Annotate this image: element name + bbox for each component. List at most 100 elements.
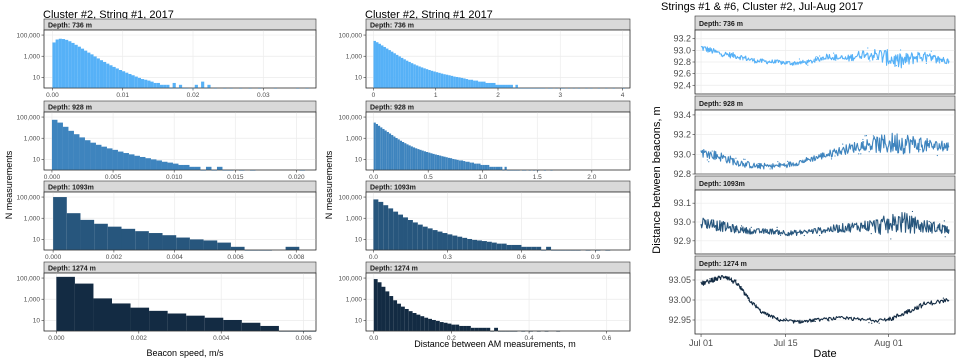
histogram-bar (393, 136, 396, 170)
histogram-bar (58, 38, 62, 88)
histogram-bar (498, 84, 501, 88)
histogram-bar (439, 322, 444, 331)
y-tick-label: 100,000 (17, 114, 41, 121)
x-tick-label: 0.0 (369, 335, 378, 342)
histogram-bar (471, 162, 474, 170)
y-tick-label: 93.05 (668, 275, 691, 285)
histogram-bar (156, 160, 162, 170)
scatter-point (743, 158, 745, 160)
y-tick-label: 10 (33, 237, 41, 244)
histogram-bar (443, 156, 446, 170)
histogram-bar (378, 125, 381, 170)
panel-border (694, 269, 956, 335)
histogram-bar (483, 81, 486, 88)
scatter-point (822, 59, 824, 61)
histogram-bar (460, 77, 464, 88)
scatter-point (709, 278, 711, 280)
histogram-bar (442, 233, 448, 250)
histogram-bar (147, 80, 151, 88)
histogram-bar (437, 231, 443, 250)
histogram-bar (176, 237, 190, 250)
scatter-point (813, 58, 815, 60)
histogram-bar (536, 246, 542, 250)
histogram-bar (515, 84, 518, 88)
histogram-bar (517, 170, 520, 171)
histogram-bar (575, 250, 581, 251)
scatter-point (819, 55, 821, 57)
histogram-bar (400, 57, 404, 88)
histogram-bar (239, 88, 243, 89)
histogram-bar (428, 70, 431, 88)
histogram-bar (185, 88, 189, 89)
histogram-bar (547, 88, 551, 89)
histogram-bar (203, 240, 218, 250)
histogram-bar (467, 238, 473, 250)
histogram-bar (485, 82, 489, 88)
histogram-bar (194, 166, 201, 170)
histogram-bar (80, 219, 95, 250)
histogram-bar (398, 56, 401, 88)
histogram-bar (428, 318, 432, 331)
histogram-bar (112, 66, 116, 88)
scatter-point (830, 158, 833, 160)
histogram-bar (443, 74, 446, 88)
histogram-bar (96, 58, 100, 88)
histogram-bar (474, 327, 479, 331)
scatter-point (944, 236, 946, 238)
histogram-bar (477, 240, 482, 250)
histogram-bar (478, 327, 483, 331)
panel-border (43, 29, 317, 89)
histogram-bar (65, 39, 69, 88)
scatter-point (834, 155, 836, 157)
histogram-bar (432, 230, 438, 250)
histogram-bar (150, 81, 154, 88)
scatter-point (770, 164, 773, 166)
x-tick-label: 0.6 (517, 254, 526, 261)
x-tick-label: 2 (496, 92, 500, 99)
x-tick-label: 2.0 (587, 174, 596, 181)
histogram-bar (504, 166, 507, 170)
histogram-bar (422, 226, 428, 250)
histogram-bar (404, 143, 407, 170)
histogram-bar (112, 303, 131, 331)
histogram-bar (156, 82, 160, 88)
histogram-bar (201, 81, 205, 88)
y-tick-label: 100,000 (339, 114, 363, 121)
histogram-bar (412, 313, 417, 331)
histogram-bar (412, 147, 416, 170)
histogram-bar (172, 82, 176, 88)
histogram-bar (541, 250, 547, 251)
histogram-bar (403, 59, 406, 88)
scatter-point (870, 233, 872, 235)
histogram-bar (71, 42, 75, 88)
histogram-bar (507, 84, 511, 88)
scatter-point (815, 55, 817, 58)
scatter-point (864, 135, 866, 137)
histogram-bar (130, 307, 150, 331)
x-tick-label: 0.00 (46, 92, 59, 99)
series-trace (700, 275, 950, 324)
histogram-bar (430, 153, 433, 170)
y-tick-label: 92.6 (673, 69, 691, 79)
x-tick-label: 1.0 (478, 174, 487, 181)
histogram-bar (84, 50, 88, 88)
scatter-point (842, 143, 844, 145)
histogram-bar (540, 88, 543, 89)
histogram-bar (486, 241, 492, 250)
scatter-point (711, 150, 713, 152)
histogram-bar (432, 153, 435, 170)
y-tick-label: 10 (355, 237, 363, 244)
histogram-bar (123, 153, 129, 170)
histogram-bar (467, 161, 470, 170)
histogram-bar (112, 149, 118, 170)
histogram-bar (399, 140, 402, 170)
histogram-bar (406, 144, 409, 170)
panel-border (43, 272, 317, 332)
histogram-bar (543, 170, 546, 171)
histogram-bar (430, 70, 434, 88)
histogram-bar (417, 224, 423, 250)
facet-strip-label: Depth: 928 m (699, 101, 743, 108)
series-trace (700, 132, 950, 170)
histogram-bar (94, 223, 108, 250)
histogram-bar (457, 236, 463, 250)
